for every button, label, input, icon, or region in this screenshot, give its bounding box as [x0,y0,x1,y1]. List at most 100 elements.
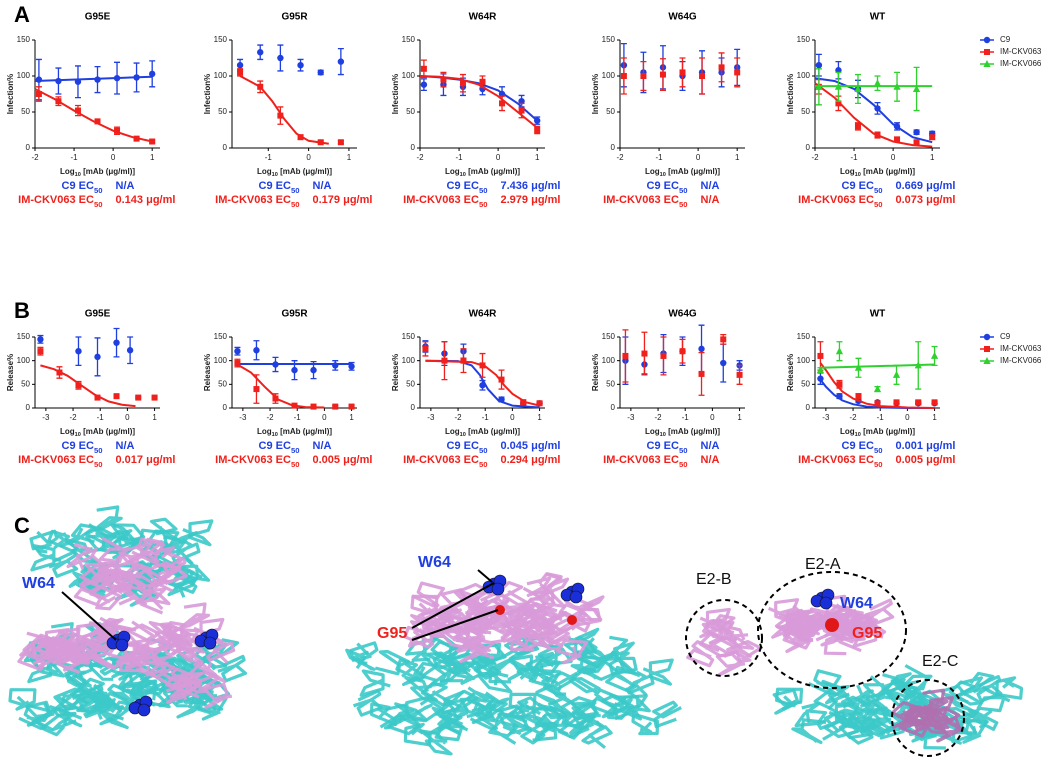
chart-title: G95R [281,309,308,320]
ribbon [182,519,214,547]
ribbon [109,568,143,591]
ribbon [599,650,637,682]
x-axis-label-part: 10 [460,172,466,178]
data-point [272,395,279,402]
data-point [536,400,543,407]
data-point [253,386,260,393]
ribbon [967,708,999,731]
data-point [37,336,44,343]
x-axis-label: Log10 [mAb (μg/ml)] [257,427,332,438]
ec50-label: IM-CKV063 EC50 [403,194,487,209]
ribbon [48,550,79,578]
ec50-label-part: C9 EC [842,180,874,192]
data-point [641,350,648,357]
x-tick-label: -2 [31,153,39,162]
x-axis-label-part: 10 [272,172,278,178]
chart: G95E 0 50 100 150 -2 -1 0 1 Infection% Log10 [mAb … [6,12,175,209]
ribbon [352,689,383,717]
residue-sphere [819,596,833,610]
ec50-label-part: C9 EC [447,180,479,192]
ribbon [154,546,182,570]
ec50-label: C9 EC50 [842,180,883,195]
x-tick-label: 1 [930,153,935,162]
domain-circle [757,571,907,689]
ec50-label-part: 50 [94,460,103,469]
ribbon [995,676,1024,700]
ec50-label-part: IM-CKV063 EC [18,454,94,466]
ec50-label: C9 EC50 [259,440,300,455]
y-axis-label: Release% [786,354,795,391]
ec50-label-part: 50 [94,200,103,209]
data-point [277,112,284,119]
x-axis-label-part: 10 [75,432,81,438]
y-tick-label: 0 [806,143,811,152]
y-tick-label: 100 [602,71,616,80]
x-tick-label: 1 [737,413,742,422]
ribbon [456,628,492,655]
ec50-label: C9 EC50 [647,440,688,455]
y-axis-label: Infection% [786,74,795,114]
ribbon [901,664,933,701]
ribbon [150,641,180,665]
x-axis-label-part: [mAb (μg/ml)] [861,427,916,436]
x-tick-label: 1 [735,153,740,162]
residue-sphere [203,636,217,650]
x-tick-label: -3 [42,413,50,422]
ribbon [452,617,484,653]
data-point [720,359,727,367]
data-point [257,49,264,56]
ec50-value: 0.005 μg/ml [896,454,956,466]
data-point [817,352,824,359]
ec50-value: N/A [313,180,332,192]
ec50-label-part: IM-CKV063 EC [403,454,479,466]
ec50-label-part: C9 EC [259,440,291,452]
structure-labels: W64 W64 G95 E2-B E2-A W64 G95 E2-C [22,554,965,757]
x-tick-label: 1 [537,413,542,422]
x-tick-label: 0 [306,153,311,162]
x-tick-label: -1 [682,413,690,422]
data-point [817,375,824,382]
ribbon [798,614,835,639]
ec50-label: IM-CKV063 EC50 [215,194,299,209]
ribbon [66,543,98,570]
ribbon [202,682,233,709]
x-axis-label: Log10 [mAb (μg/ml)] [840,167,915,178]
data-point [348,363,355,370]
data-point [912,84,921,92]
x-tick-label: -1 [456,153,464,162]
ec50-label: C9 EC50 [447,180,488,195]
x-tick-label: -2 [454,413,462,422]
data-point [834,82,843,90]
y-tick-label: 150 [214,35,228,44]
y-axis-label: Release% [6,354,15,391]
x-tick-label: -2 [616,153,624,162]
data-point [622,352,629,359]
x-axis-label-part: 10 [460,432,466,438]
chart-title: W64R [469,12,498,23]
ec50-label-part: 50 [874,186,883,195]
ec50-value: N/A [701,194,720,206]
ribbon [88,585,123,611]
data-point [893,123,901,130]
ribbon [791,718,827,744]
data-point [836,392,843,400]
ec50-label-part: C9 EC [447,440,479,452]
data-point [520,399,527,406]
ribbon [972,675,1003,703]
data-point [931,399,938,406]
ribbon [167,627,200,653]
y-tick-label: 0 [26,403,31,412]
ec50-label: C9 EC50 [447,440,488,455]
chart: G95R 0 50 100 150 -1 0 1 Infection% Log10 [mAb (μ… [203,12,372,209]
data-point [815,61,823,69]
ribbon [571,649,605,675]
data-point [499,100,506,107]
data-point [291,402,298,409]
ribbon [775,687,804,711]
pointer-line [61,591,117,641]
legend-marker [983,60,991,67]
ribbon [541,671,579,696]
ec50-value: N/A [701,180,720,192]
data-point [718,64,725,71]
